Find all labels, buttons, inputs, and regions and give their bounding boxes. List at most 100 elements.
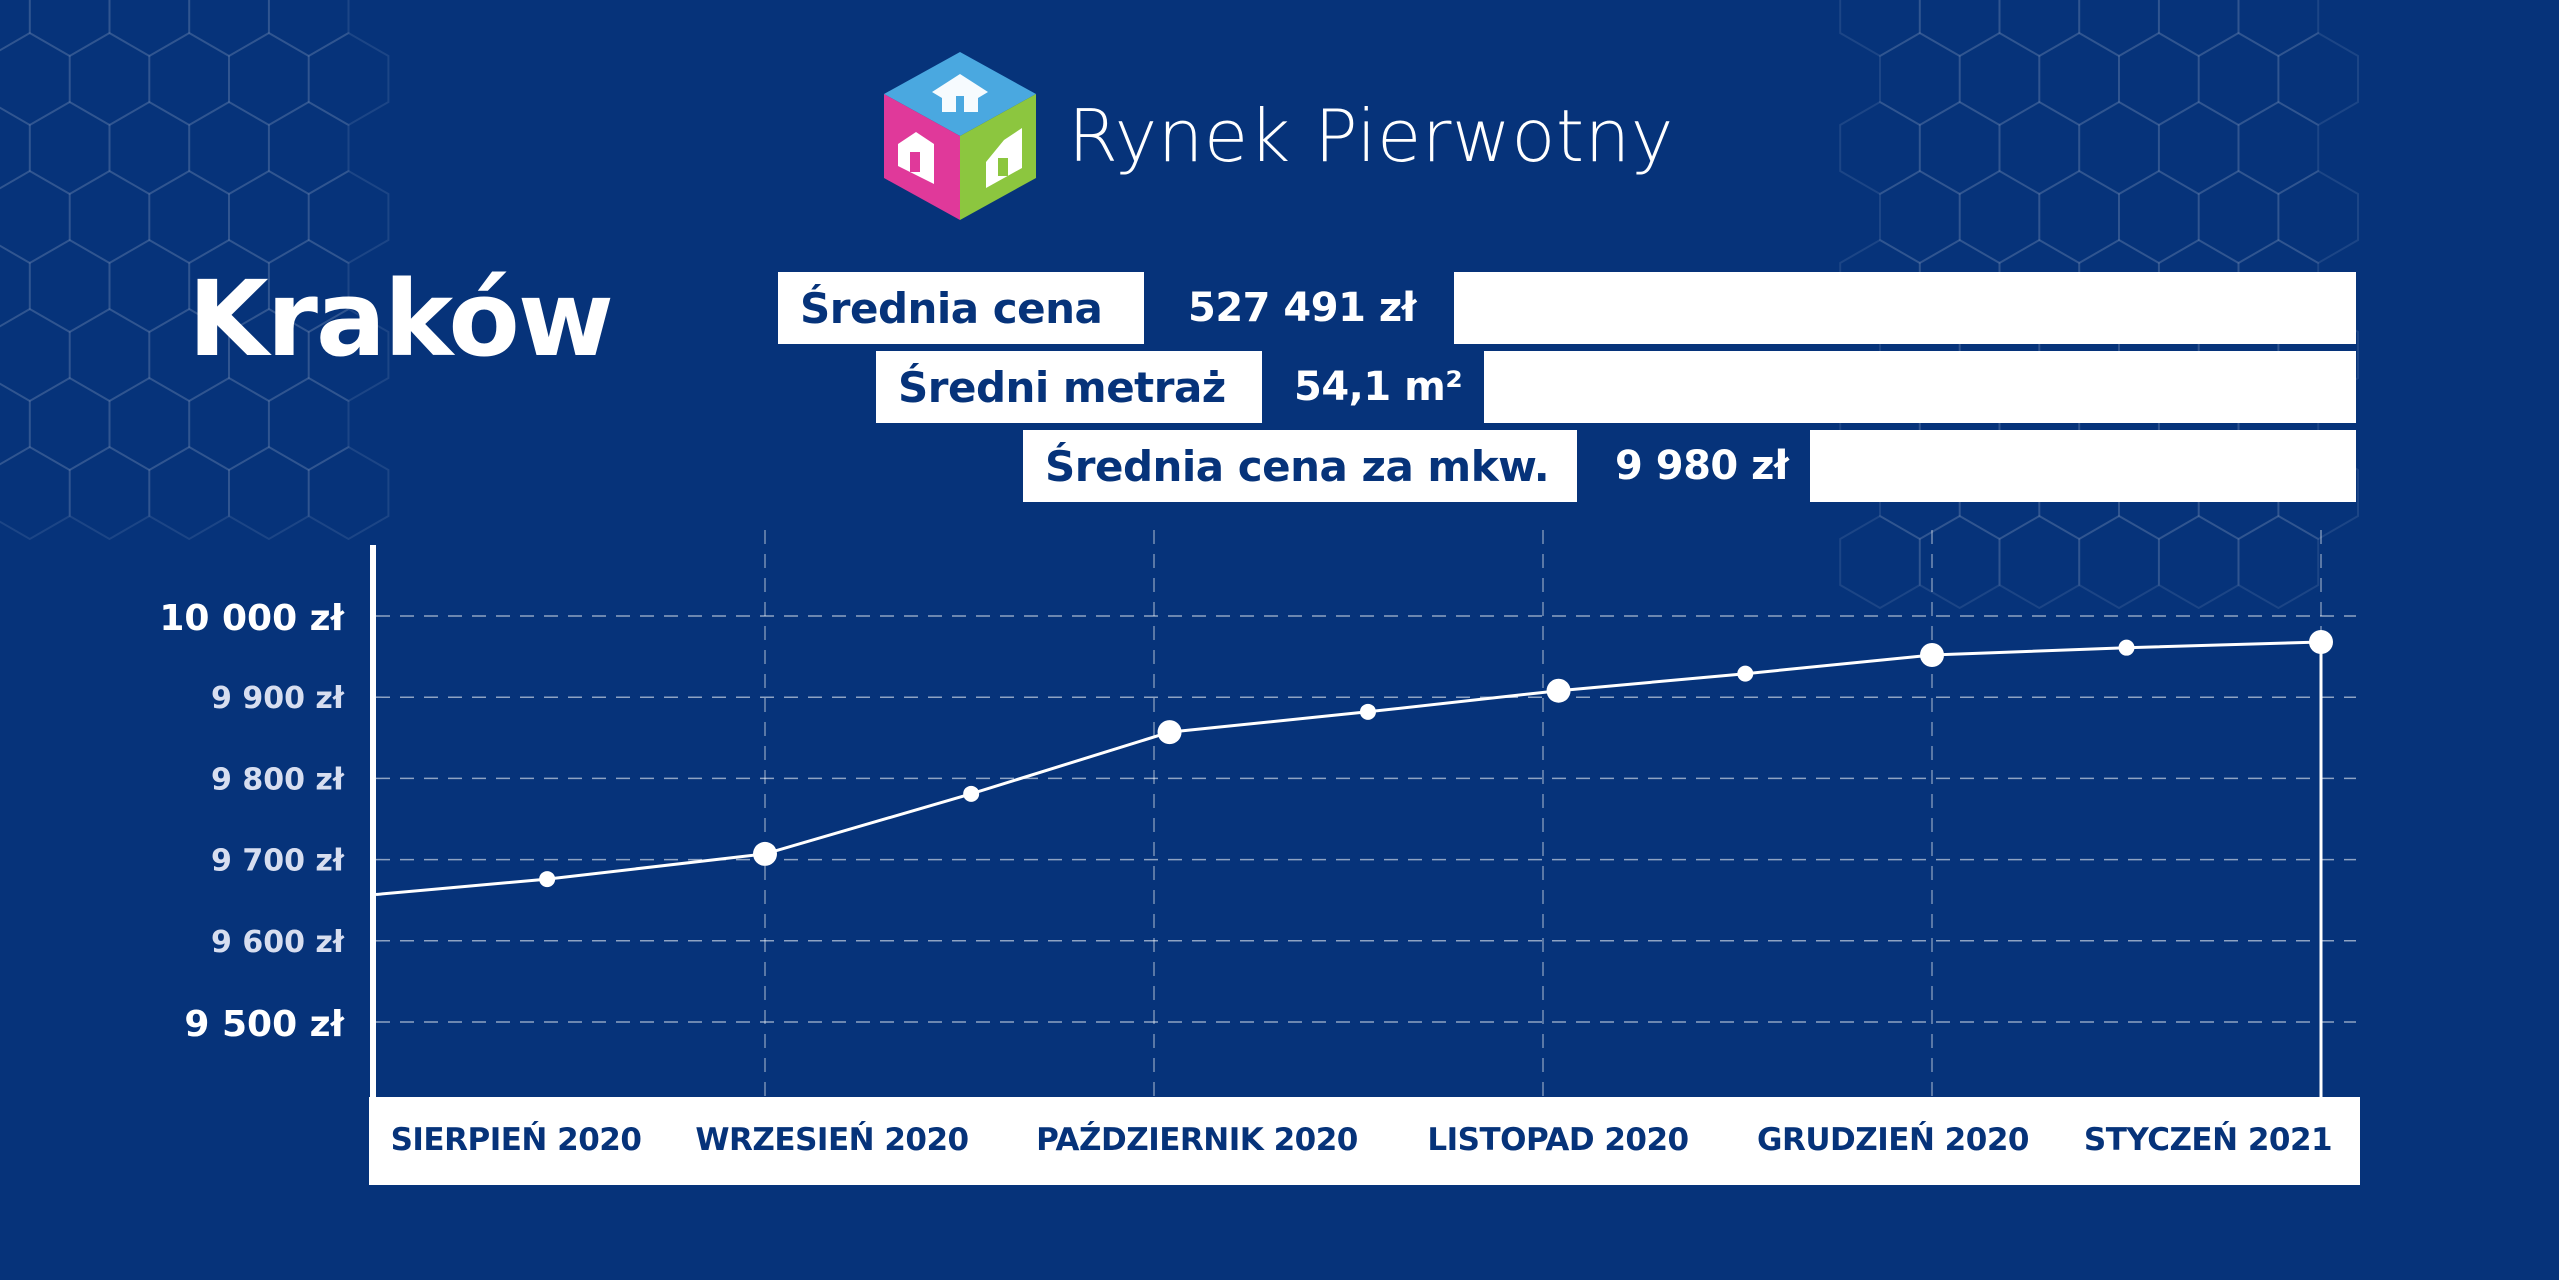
hexagon-shape [68,445,151,541]
hexagon-shape [307,169,390,265]
hexagon-shape [188,100,270,196]
hexagon-shape [267,0,350,58]
series-line [375,640,2322,896]
stat-price-per-sqm-bar [1810,430,2356,502]
hexagon-shape [148,31,230,127]
hexagon-shape [1879,169,1961,265]
x-tick-label: PAŹDZIERNIK 2020 [1036,1122,1358,1158]
hexagon-shape [1918,514,2001,610]
data-point [1157,720,1182,745]
hexagon-shape [2157,0,2240,58]
hexagon-shape [1958,31,2041,127]
logo-cube-icon [884,52,1036,220]
hexagon-shape [28,376,111,472]
hexagon-shape [307,445,390,541]
hexagon-shape [188,376,270,472]
hexagon-shape [2118,169,2200,265]
data-point [1546,678,1571,703]
stat-average-price-bar [1454,272,2356,344]
hexagon-shape [188,0,270,58]
hexagon-shape [2197,169,2280,265]
y-tick-label: 9 800 zł [211,762,345,797]
data-point [2118,639,2135,656]
hexagon-shape [0,445,71,541]
hexagon-shape [1879,31,1961,127]
hexagon-shape [0,0,31,52]
hexagon-shape [68,169,151,265]
hexagon-shape [2078,0,2160,58]
hexagon-shape [2078,100,2160,196]
x-axis-label-bar [369,1097,2360,1185]
hexagon-shape [28,238,111,334]
hexagon-shape [2038,31,2120,127]
data-point [539,871,556,888]
x-tick-label: SIERPIEŃ 2020 [391,1122,642,1158]
hexagon-shape [2237,0,2320,58]
hexagon-shape [0,382,31,466]
hexagon-shape [108,238,191,334]
hexagon-shape [1918,0,2001,58]
data-point [1920,642,1944,667]
hexagon-shape [188,238,270,334]
hexagon-shape [267,238,350,334]
x-tick-label: STYCZEŃ 2021 [2084,1122,2332,1158]
hexagon-shape [1998,0,2081,58]
hexagon-shape [0,244,31,328]
stat-average-price-value: 527 491 zł [1188,285,1416,331]
data-point [963,785,980,802]
hexagon-shape [307,31,390,127]
hexagon-shape [1958,169,2041,265]
data-point [1359,703,1376,720]
hexagon-shape [2038,169,2120,265]
hexagon-shape [0,307,71,403]
y-tick-label: 9 700 zł [211,844,345,879]
hexagon-shape [2078,514,2160,610]
data-point [2309,629,2333,654]
hexagon-shape [28,0,111,58]
x-tick-label: LISTOPAD 2020 [1427,1122,1688,1158]
hexagon-shape [267,376,350,472]
stat-average-area-label: Średni metraż [876,351,1262,423]
logo-text: Rynek Pierwotny [1068,94,1674,178]
hexagon-shape [1918,100,2001,196]
hexagon-shape [267,100,350,196]
hexagon-shape [2157,100,2240,196]
hexagon-shape [2237,514,2320,610]
hexagon-shape [2277,31,2359,127]
hexagon-shape [228,307,310,403]
hexagon-shape [148,169,230,265]
city-title: Kraków [188,258,614,380]
stat-price-per-sqm-value: 9 980 zł [1615,443,1789,489]
hexagon-shape [0,169,71,265]
hexagon-shape [2157,514,2240,610]
hexagon-shape [1998,514,2081,610]
hexagon-shape [108,0,191,58]
hexagon-shape [0,31,71,127]
hexagon-shape [1839,514,1921,610]
stat-average-area-bar [1484,351,2356,423]
y-tick-label: 9 500 zł [184,1004,345,1045]
hexagon-shape [228,31,310,127]
y-tick-label: 9 600 zł [211,925,345,960]
x-tick-label: GRUDZIEŃ 2020 [1757,1122,2029,1158]
x-tick-label: WRZESIEŃ 2020 [695,1122,968,1158]
hexagon-shape [28,100,111,196]
hexagon-shape [2277,169,2359,265]
hexagon-shape [1839,0,1921,58]
hexagon-shape [228,169,310,265]
y-tick-label: 10 000 zł [159,598,345,639]
data-point [753,841,777,866]
hexagon-shape [2237,100,2320,196]
hexagon-shape [2118,31,2200,127]
hexagon-shape [307,307,390,403]
hexagon-shape [1839,100,1921,196]
hexagon-shape [68,31,151,127]
hexagon-shape [148,445,230,541]
hexagon-shape [68,307,151,403]
hexagon-shape [228,445,310,541]
data-point [1737,665,1754,682]
hexagon-shape [108,100,191,196]
hexagon-shape [0,106,31,190]
